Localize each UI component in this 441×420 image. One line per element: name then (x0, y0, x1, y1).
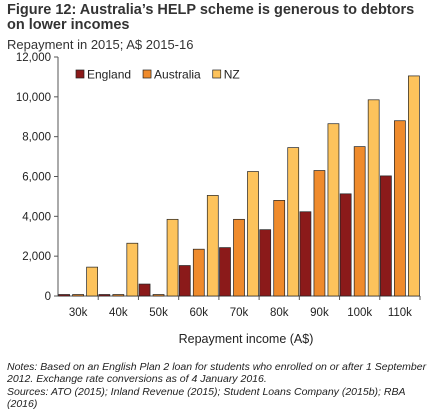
bar-england-110k (380, 175, 392, 297)
bar-australia-70k (233, 218, 245, 297)
bar-australia-90k (313, 170, 326, 297)
x-tick-label: 60k (190, 307, 209, 319)
y-axis: 0 2,000 4,000 6,000 8,000 10,000 12,000 (16, 52, 59, 303)
x-tick-label: 30k (69, 307, 88, 319)
y-tick-label: 10,000 (16, 92, 51, 104)
bar-nz-80k (287, 147, 300, 297)
legend: England Australia NZ (75, 68, 240, 82)
legend-swatch-australia (142, 69, 152, 79)
x-tick-label: 110k (388, 307, 412, 319)
x-tick-label: 100k (347, 307, 372, 319)
sources-text: Sources: ATO (2015); Inland Revenue (201… (7, 385, 406, 410)
bar-england-40k (98, 294, 111, 297)
bar-australia-40k (112, 294, 125, 297)
bar-england-30k (58, 294, 70, 297)
bar-chart: 0 2,000 4,000 6,000 8,000 10,000 12,000 30k 40k… (16, 52, 421, 346)
legend-label-nz: NZ (224, 68, 240, 82)
y-tick-label: 4,000 (22, 211, 51, 223)
x-tick-label: 70k (230, 307, 249, 319)
y-tick-label: 0 (45, 291, 51, 303)
x-tick-label: 80k (270, 307, 289, 319)
bar-england-100k (339, 193, 352, 297)
legend-swatch-nz (212, 69, 222, 79)
bar-england-60k (178, 265, 191, 297)
chart-title: Figure 12: Australia’s HELP scheme is ge… (7, 2, 415, 33)
x-tick-label: 50k (149, 307, 168, 319)
bar-england-50k (138, 283, 151, 297)
bar-australia-50k (152, 294, 165, 297)
y-tick-label: 12,000 (16, 52, 51, 64)
bar-nz-60k (206, 195, 219, 297)
bars (58, 75, 420, 297)
bar-australia-80k (273, 200, 286, 297)
bar-australia-30k (72, 294, 84, 297)
bar-nz-40k (126, 242, 139, 297)
legend-swatch-england (75, 69, 85, 79)
notes-text: Notes: Based on an English Plan 2 loan f… (7, 361, 427, 386)
chart-subtitle: Repayment in 2015; A$ 2015-16 (7, 37, 194, 52)
bar-england-80k (259, 229, 272, 297)
bar-australia-110k (394, 120, 406, 297)
bar-nz-110k (408, 75, 420, 297)
y-tick-label: 2,000 (22, 251, 51, 263)
bar-nz-50k (166, 218, 179, 297)
legend-label-australia: Australia (154, 68, 201, 82)
x-tick-label: 90k (310, 307, 329, 319)
bar-england-70k (219, 247, 231, 297)
bar-australia-60k (192, 248, 205, 297)
bar-nz-90k (327, 123, 340, 297)
notes-block: Notes: Based on an English Plan 2 loan f… (7, 361, 435, 410)
bar-australia-100k (353, 146, 366, 297)
bar-nz-70k (247, 171, 259, 297)
x-axis-label: Repayment income (A$) (179, 332, 314, 346)
y-tick-label: 8,000 (22, 132, 51, 144)
x-tick-label: 40k (109, 307, 128, 319)
bar-england-90k (299, 211, 312, 297)
bar-nz-30k (86, 266, 98, 297)
x-axis: 30k 40k 50k 60k 70k 80k 90k 100k 110k (58, 295, 421, 319)
y-tick-label: 6,000 (22, 172, 51, 184)
legend-label-england: England (87, 68, 131, 82)
bar-nz-100k (367, 99, 380, 297)
